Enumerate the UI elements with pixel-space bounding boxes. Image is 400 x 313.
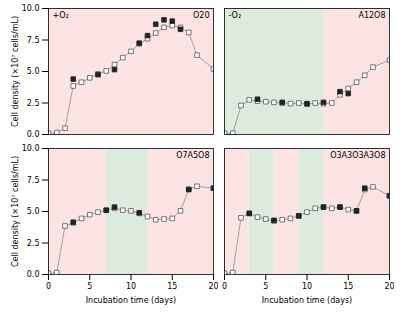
svg-text:0.0: 0.0 <box>27 270 40 279</box>
svg-text:0: 0 <box>46 282 51 291</box>
svg-text:-O₂: -O₂ <box>229 11 242 20</box>
svg-text:5: 5 <box>87 282 92 291</box>
svg-text:10.0: 10.0 <box>22 144 40 153</box>
svg-text:15: 15 <box>167 282 177 291</box>
svg-text:10: 10 <box>126 282 136 291</box>
svg-text:15: 15 <box>343 282 353 291</box>
svg-text:5.0: 5.0 <box>27 67 40 76</box>
svg-text:A12O8: A12O8 <box>358 11 385 20</box>
svg-text:10.0: 10.0 <box>22 4 40 13</box>
svg-text:20: 20 <box>208 282 218 291</box>
svg-text:O3A3O3A3O8: O3A3O3A3O8 <box>330 151 385 160</box>
svg-text:Incubation time (days): Incubation time (days) <box>86 296 177 305</box>
svg-text:O20: O20 <box>193 11 209 20</box>
svg-text:O7A5O8: O7A5O8 <box>176 151 209 160</box>
svg-text:5: 5 <box>263 282 268 291</box>
svg-text:5.0: 5.0 <box>27 207 40 216</box>
svg-text:20: 20 <box>384 282 394 291</box>
svg-text:Cell density (×10⁷ cells/mL): Cell density (×10⁷ cells/mL) <box>11 16 20 127</box>
svg-text:0: 0 <box>222 282 227 291</box>
svg-text:2.5: 2.5 <box>27 239 40 248</box>
svg-text:+O₂: +O₂ <box>53 11 69 20</box>
svg-text:Incubation time (days): Incubation time (days) <box>262 296 353 305</box>
svg-text:Cell density (×10⁷ cells/mL): Cell density (×10⁷ cells/mL) <box>11 156 20 267</box>
svg-text:7.5: 7.5 <box>27 176 40 185</box>
svg-text:7.5: 7.5 <box>27 36 40 45</box>
svg-text:2.5: 2.5 <box>27 99 40 108</box>
svg-text:0.0: 0.0 <box>27 130 40 139</box>
svg-text:10: 10 <box>302 282 312 291</box>
